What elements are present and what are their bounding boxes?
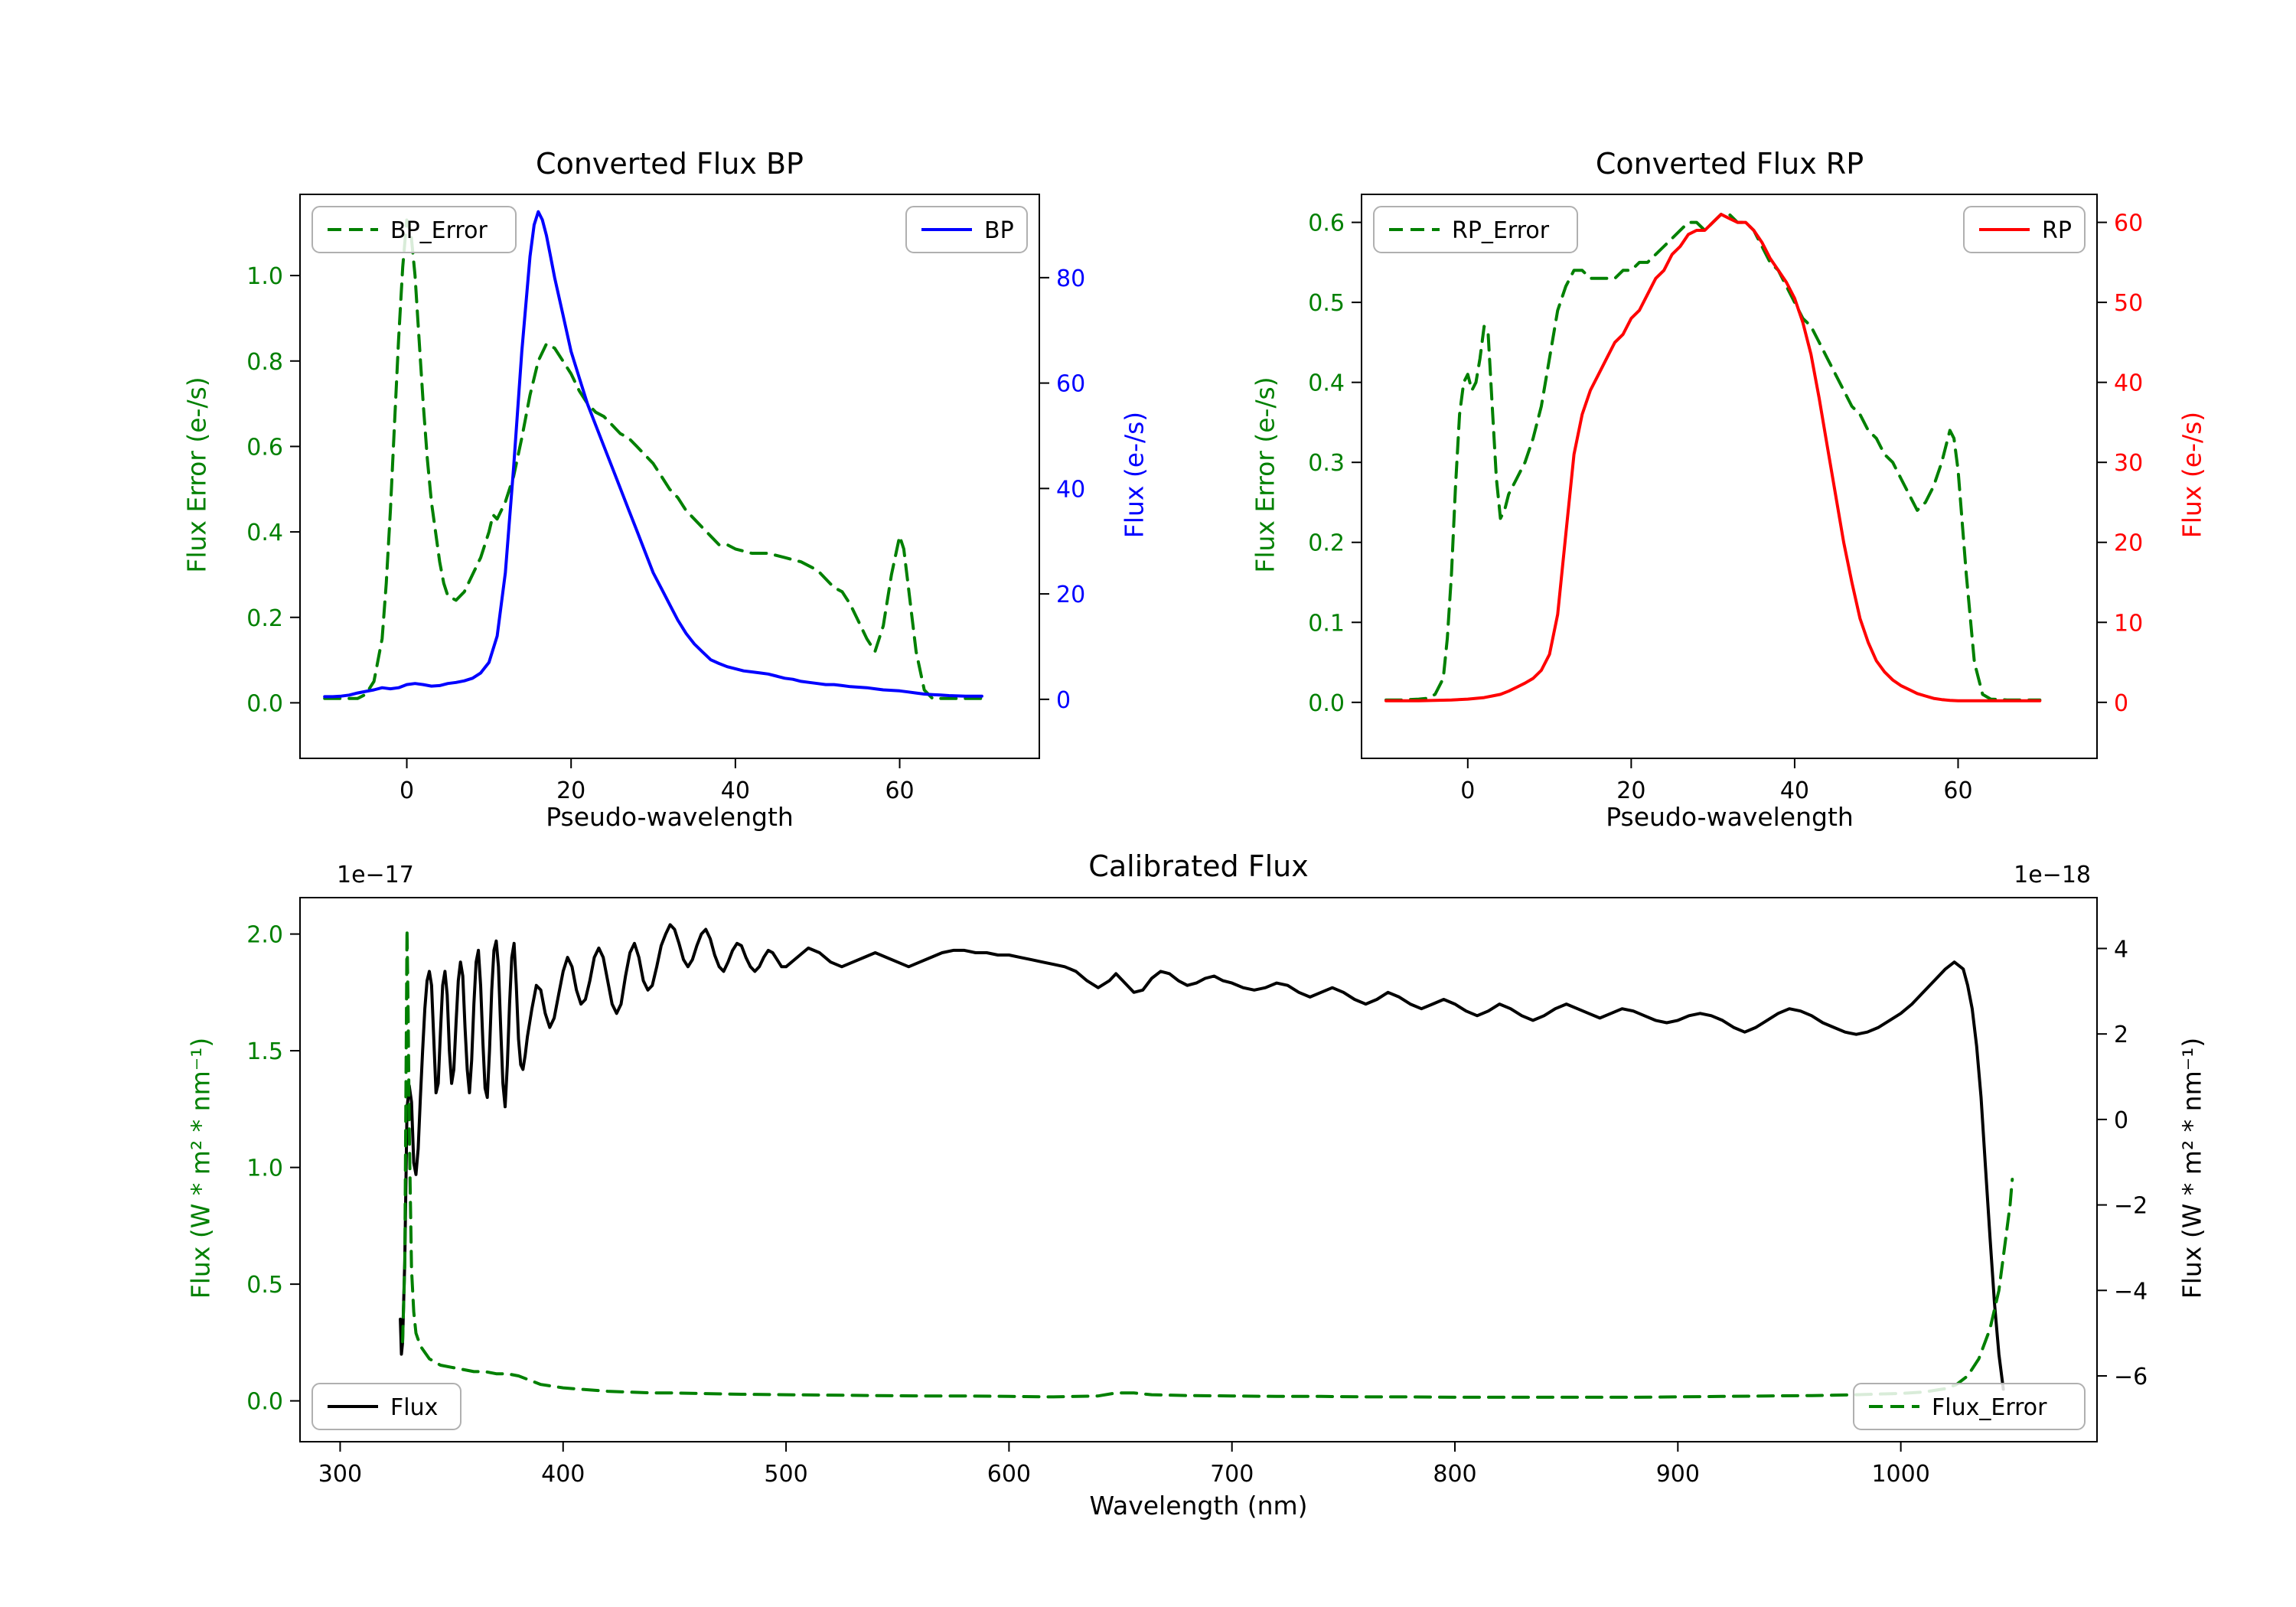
y-tick-label-left: 0.6 [1308, 210, 1345, 237]
legend-label: BP [984, 217, 1014, 244]
y-tick-label-left: 0.4 [1308, 370, 1345, 397]
y-tick-label-right: 20 [1056, 582, 1085, 608]
x-tick-label: 40 [721, 777, 750, 804]
x-tick-label: 600 [987, 1461, 1031, 1488]
y-axis-label-left-bp: Flux Error (e-/s) [181, 376, 212, 573]
y-tick-label-left: 0.5 [246, 1272, 283, 1299]
y-tick-label-left: 0.4 [246, 520, 283, 546]
legend-label: BP_Error [390, 217, 488, 244]
series-Flux [399, 923, 2005, 1391]
x-axis-label-bp: Pseudo-wavelength [546, 802, 794, 832]
x-tick-label: 0 [1460, 777, 1475, 804]
legend-label: Flux [390, 1394, 438, 1421]
x-tick-label: 700 [1210, 1461, 1254, 1488]
y-tick-label-left: 0.2 [1308, 530, 1345, 557]
y-tick-label-right: 10 [2114, 610, 2143, 637]
series-RP [1384, 213, 2042, 702]
y-tick-label-left: 0.3 [1308, 450, 1345, 477]
x-tick-label: 900 [1656, 1461, 1700, 1488]
x-tick-label: 0 [400, 777, 414, 804]
series-Flux_Error [401, 927, 2014, 1399]
legend-box [1373, 206, 1578, 253]
series-BP [323, 210, 983, 699]
y-axis-label-right-cal: Flux (W * m² * nm⁻¹) [2177, 1037, 2207, 1299]
axes-spines [299, 194, 1040, 759]
y-tick-label-right: 0 [2114, 1107, 2128, 1134]
y-tick-label-right: 80 [1056, 266, 1085, 292]
y-tick-label-left: 0.1 [1308, 610, 1345, 637]
chart-title-rp: Converted Flux RP [1595, 147, 1864, 181]
x-tick-label: 400 [541, 1461, 585, 1488]
y-tick-label-left: 1.5 [246, 1038, 283, 1065]
y-tick-label-right: 50 [2114, 290, 2143, 317]
x-tick-label: 1000 [1871, 1461, 1929, 1488]
x-tick-label: 800 [1433, 1461, 1476, 1488]
axes-spines [1361, 194, 2098, 759]
x-tick-label: 300 [318, 1461, 362, 1488]
chart-title-cal: Calibrated Flux [1088, 849, 1309, 883]
chart-cal: 300 400 500 600 700 800 900 1000 0.0 0.5 1.0 1.5 2.0… [246, 897, 2148, 1488]
y-axis-label-right-rp: Flux (e-/s) [2177, 411, 2207, 539]
y-axis-label-right-bp: Flux (e-/s) [1119, 411, 1150, 539]
offset-text-left: 1e−17 [337, 862, 414, 888]
chart-title-bp: Converted Flux BP [536, 147, 804, 181]
y-tick-label-left: 0.0 [246, 690, 283, 717]
y-axis-label-left-cal: Flux (W * m² * nm⁻¹) [185, 1037, 216, 1299]
y-tick-label-left: 2.0 [246, 922, 283, 949]
y-axis-label-left-rp: Flux Error (e-/s) [1250, 376, 1280, 573]
y-tick-label-right: 60 [1056, 371, 1085, 398]
y-tick-label-right: −6 [2114, 1364, 2148, 1390]
y-tick-label-left: 0.2 [246, 605, 283, 632]
offset-text-right: 1e−18 [2014, 862, 2091, 888]
y-tick-label-right: 0 [2114, 690, 2128, 717]
legend-box [311, 206, 517, 253]
legend-label: Flux_Error [1932, 1394, 2047, 1421]
x-axis-label-rp: Pseudo-wavelength [1606, 802, 1854, 832]
x-tick-label: 500 [764, 1461, 807, 1488]
x-tick-label: 40 [1780, 777, 1809, 804]
x-tick-label: 60 [1943, 777, 1972, 804]
y-tick-label-right: 40 [1056, 476, 1085, 503]
legend-box [311, 1383, 461, 1430]
y-tick-label-left: 0.0 [246, 1389, 283, 1416]
legend-label: RP [2042, 217, 2072, 244]
x-tick-label: 20 [556, 777, 585, 804]
y-tick-label-right: 40 [2114, 370, 2143, 397]
y-tick-label-left: 0.5 [1308, 290, 1345, 317]
y-tick-label-right: −4 [2114, 1278, 2148, 1305]
y-tick-label-right: 0 [1056, 687, 1071, 714]
y-tick-label-right: 60 [2114, 210, 2143, 237]
y-tick-label-right: 2 [2114, 1022, 2128, 1048]
y-tick-label-left: 1.0 [246, 263, 283, 290]
y-tick-label-right: 30 [2114, 450, 2143, 477]
x-tick-label: 60 [885, 777, 914, 804]
x-tick-label: 20 [1616, 777, 1645, 804]
series-RP_Error [1384, 213, 2042, 702]
axes-spines [299, 897, 2098, 1442]
y-tick-label-left: 0.6 [246, 434, 283, 461]
y-tick-label-left: 0.8 [246, 349, 283, 376]
y-tick-label-right: −2 [2114, 1193, 2148, 1220]
y-tick-label-left: 0.0 [1308, 690, 1345, 717]
x-axis-label-cal: Wavelength (nm) [1089, 1491, 1308, 1521]
series-BP_Error [323, 218, 983, 700]
legend-label: RP_Error [1452, 217, 1550, 244]
chart-bp: 0 20 40 60 0.0 0.2 0.4 0.6 0.8 1.0 0 20 40 60 80 BP_Err… [246, 194, 1085, 804]
y-tick-label-left: 1.0 [246, 1156, 283, 1182]
legend-box [1853, 1383, 2086, 1430]
y-tick-label-right: 4 [2114, 936, 2128, 963]
y-tick-label-right: 20 [2114, 530, 2143, 557]
chart-rp: 0 20 40 60 0.0 0.1 0.2 0.3 0.4 0.5 0.6 0 10 20 30 40 50 6… [1308, 194, 2143, 804]
